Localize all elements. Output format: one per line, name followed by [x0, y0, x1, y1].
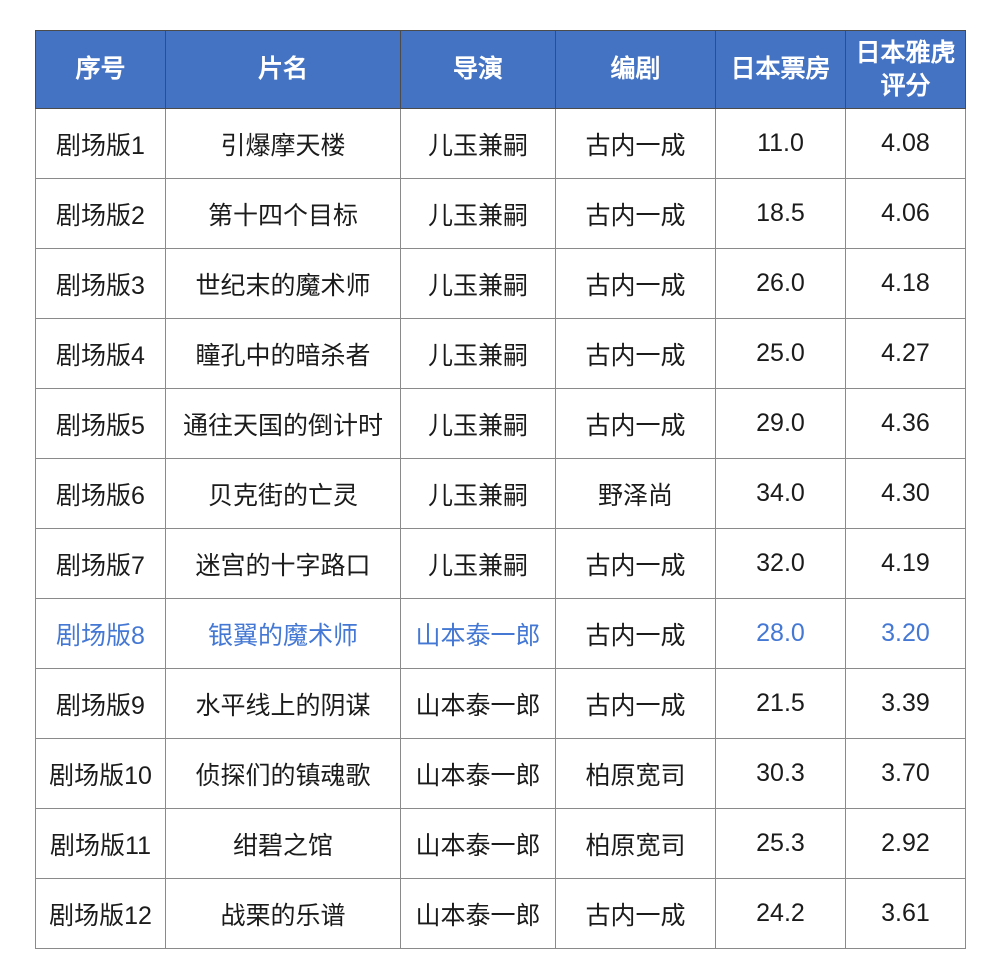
- cell-rating: 2.92: [845, 808, 966, 879]
- cell-writer: 古内一成: [555, 318, 716, 389]
- cell-director: 山本泰一郎: [400, 598, 556, 669]
- cell-boxoffice: 11.0: [715, 108, 846, 179]
- cell-writer: 古内一成: [555, 388, 716, 459]
- cell-title: 贝克街的亡灵: [165, 458, 401, 529]
- cell-boxoffice: 28.0: [715, 598, 846, 669]
- cell-title: 水平线上的阴谋: [165, 668, 401, 739]
- column-header-rating: 日本雅虎 评分: [845, 30, 966, 109]
- column-header-no: 序号: [35, 30, 166, 109]
- cell-title: 第十四个目标: [165, 178, 401, 249]
- cell-writer: 古内一成: [555, 108, 716, 179]
- cell-director: 儿玉兼嗣: [400, 528, 556, 599]
- column-header-rating-line2: 评分: [880, 71, 931, 100]
- cell-writer: 柏原宽司: [555, 738, 716, 809]
- cell-boxoffice: 30.3: [715, 738, 846, 809]
- table-row: 剧场版9 水平线上的阴谋 山本泰一郎 古内一成 21.5 3.39: [35, 668, 966, 739]
- movies-table: 序号 片名 导演 编剧 日本票房 日本雅虎 评分 剧场版1 引爆摩天楼 儿玉兼嗣…: [35, 30, 966, 949]
- cell-director: 儿玉兼嗣: [400, 388, 556, 459]
- cell-boxoffice: 34.0: [715, 458, 846, 529]
- column-header-rating-line1: 日本雅虎: [855, 39, 956, 67]
- cell-writer: 古内一成: [555, 178, 716, 249]
- cell-no: 剧场版7: [35, 528, 166, 599]
- cell-rating: 4.08: [845, 108, 966, 179]
- cell-boxoffice: 21.5: [715, 668, 846, 739]
- cell-title: 侦探们的镇魂歌: [165, 738, 401, 809]
- cell-rating: 4.06: [845, 178, 966, 249]
- column-header-writer: 编剧: [555, 30, 716, 109]
- table-row: 剧场版12 战栗的乐谱 山本泰一郎 古内一成 24.2 3.61: [35, 878, 966, 949]
- cell-boxoffice: 25.0: [715, 318, 846, 389]
- cell-director: 山本泰一郎: [400, 808, 556, 879]
- cell-director: 山本泰一郎: [400, 738, 556, 809]
- cell-no: 剧场版5: [35, 388, 166, 459]
- table-row-highlighted: 剧场版8 银翼的魔术师 山本泰一郎 古内一成 28.0 3.20: [35, 598, 966, 669]
- cell-director: 山本泰一郎: [400, 878, 556, 949]
- cell-director: 山本泰一郎: [400, 668, 556, 739]
- cell-writer: 柏原宽司: [555, 808, 716, 879]
- cell-boxoffice: 24.2: [715, 878, 846, 949]
- cell-rating: 4.27: [845, 318, 966, 389]
- cell-rating: 4.36: [845, 388, 966, 459]
- cell-boxoffice: 26.0: [715, 248, 846, 319]
- table-row: 剧场版5 通往天国的倒计时 儿玉兼嗣 古内一成 29.0 4.36: [35, 388, 966, 459]
- cell-title: 战栗的乐谱: [165, 878, 401, 949]
- cell-no: 剧场版2: [35, 178, 166, 249]
- cell-title: 世纪末的魔术师: [165, 248, 401, 319]
- cell-boxoffice: 25.3: [715, 808, 846, 879]
- column-header-boxoffice: 日本票房: [715, 30, 846, 109]
- cell-rating: 4.19: [845, 528, 966, 599]
- cell-no: 剧场版6: [35, 458, 166, 529]
- cell-writer: 古内一成: [555, 248, 716, 319]
- cell-director: 儿玉兼嗣: [400, 318, 556, 389]
- cell-writer: 野泽尚: [555, 458, 716, 529]
- table-row: 剧场版2 第十四个目标 儿玉兼嗣 古内一成 18.5 4.06: [35, 178, 966, 249]
- cell-rating: 3.20: [845, 598, 966, 669]
- cell-no: 剧场版3: [35, 248, 166, 319]
- cell-title: 通往天国的倒计时: [165, 388, 401, 459]
- column-header-title: 片名: [165, 30, 401, 109]
- cell-writer: 古内一成: [555, 878, 716, 949]
- cell-title: 银翼的魔术师: [165, 598, 401, 669]
- table-row: 剧场版7 迷宫的十字路口 儿玉兼嗣 古内一成 32.0 4.19: [35, 528, 966, 599]
- table-row: 剧场版3 世纪末的魔术师 儿玉兼嗣 古内一成 26.0 4.18: [35, 248, 966, 319]
- table-row: 剧场版4 瞳孔中的暗杀者 儿玉兼嗣 古内一成 25.0 4.27: [35, 318, 966, 389]
- cell-title: 瞳孔中的暗杀者: [165, 318, 401, 389]
- cell-boxoffice: 29.0: [715, 388, 846, 459]
- cell-rating: 3.61: [845, 878, 966, 949]
- table-row: 剧场版1 引爆摩天楼 儿玉兼嗣 古内一成 11.0 4.08: [35, 108, 966, 179]
- cell-title: 引爆摩天楼: [165, 108, 401, 179]
- table-body: 剧场版1 引爆摩天楼 儿玉兼嗣 古内一成 11.0 4.08 剧场版2 第十四个…: [35, 108, 966, 949]
- cell-no: 剧场版11: [35, 808, 166, 879]
- table-header: 序号 片名 导演 编剧 日本票房 日本雅虎 评分: [35, 30, 966, 109]
- movie-table-container: 序号 片名 导演 编剧 日本票房 日本雅虎 评分 剧场版1 引爆摩天楼 儿玉兼嗣…: [35, 30, 966, 949]
- cell-writer: 古内一成: [555, 528, 716, 599]
- cell-director: 儿玉兼嗣: [400, 248, 556, 319]
- cell-no: 剧场版1: [35, 108, 166, 179]
- cell-boxoffice: 18.5: [715, 178, 846, 249]
- cell-rating: 3.39: [845, 668, 966, 739]
- cell-rating: 3.70: [845, 738, 966, 809]
- cell-writer: 古内一成: [555, 668, 716, 739]
- cell-title: 迷宫的十字路口: [165, 528, 401, 599]
- cell-no: 剧场版12: [35, 878, 166, 949]
- cell-director: 儿玉兼嗣: [400, 108, 556, 179]
- cell-boxoffice: 32.0: [715, 528, 846, 599]
- table-row: 剧场版6 贝克街的亡灵 儿玉兼嗣 野泽尚 34.0 4.30: [35, 458, 966, 529]
- cell-director: 儿玉兼嗣: [400, 458, 556, 529]
- table-row: 剧场版10 侦探们的镇魂歌 山本泰一郎 柏原宽司 30.3 3.70: [35, 738, 966, 809]
- cell-no: 剧场版8: [35, 598, 166, 669]
- cell-no: 剧场版4: [35, 318, 166, 389]
- cell-no: 剧场版9: [35, 668, 166, 739]
- cell-director: 儿玉兼嗣: [400, 178, 556, 249]
- cell-title: 绀碧之馆: [165, 808, 401, 879]
- column-header-director: 导演: [400, 30, 556, 109]
- cell-writer: 古内一成: [555, 598, 716, 669]
- header-row: 序号 片名 导演 编剧 日本票房 日本雅虎 评分: [35, 30, 966, 109]
- table-row: 剧场版11 绀碧之馆 山本泰一郎 柏原宽司 25.3 2.92: [35, 808, 966, 879]
- cell-no: 剧场版10: [35, 738, 166, 809]
- cell-rating: 4.18: [845, 248, 966, 319]
- cell-rating: 4.30: [845, 458, 966, 529]
